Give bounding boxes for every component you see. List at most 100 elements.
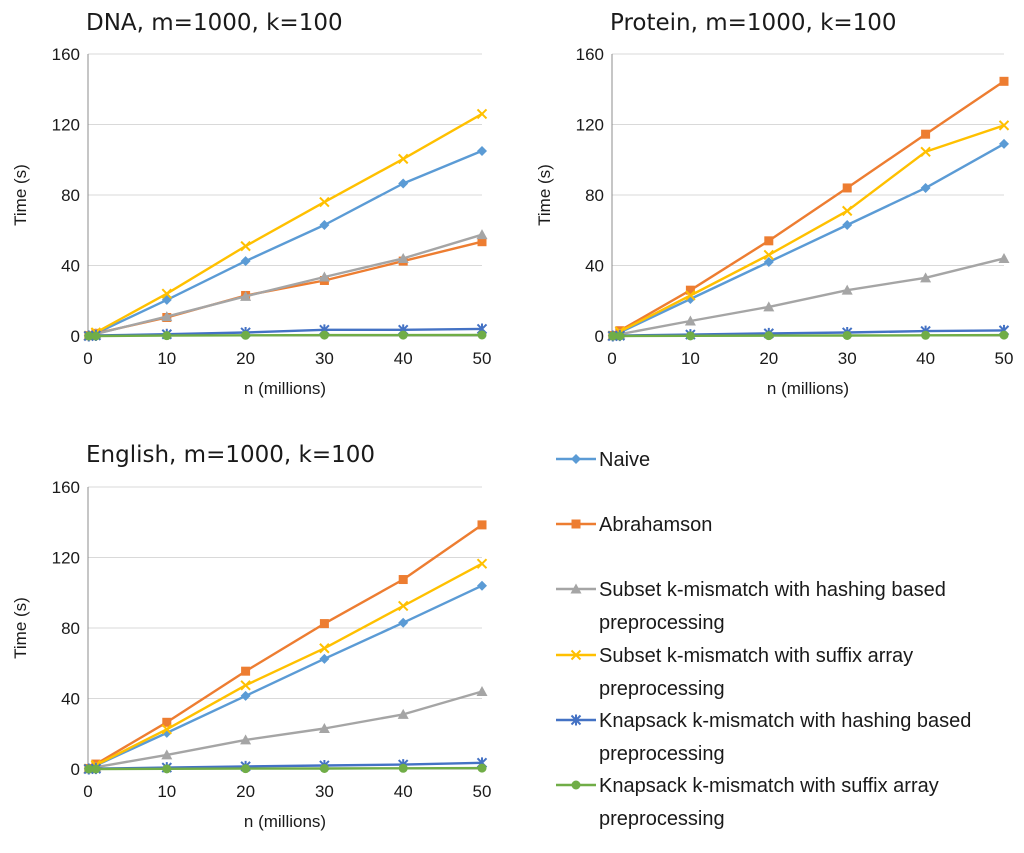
data-point — [842, 219, 853, 230]
data-point — [477, 145, 487, 156]
data-point — [477, 237, 487, 247]
legend-label: preprocessing — [599, 743, 725, 765]
legend-marker — [570, 649, 582, 661]
legend-label: preprocessing — [599, 808, 725, 830]
y-tick-label: 40 — [61, 257, 80, 276]
y-tick-label: 40 — [61, 690, 80, 709]
series-line — [88, 112, 483, 337]
chart-title: Protein, m=1000, k=100 — [610, 10, 897, 36]
legend-label: Abrahamson — [599, 514, 712, 536]
x-tick-label: 20 — [236, 349, 255, 368]
data-point — [240, 290, 252, 301]
data-point — [240, 240, 251, 252]
series-line — [612, 124, 1005, 337]
series-line — [88, 333, 483, 338]
y-tick-label: 80 — [61, 619, 80, 638]
chart-panel-english: English, m=1000, k=100 0 40 80 120 160 0 10 20 30… — [11, 442, 491, 831]
data-point — [84, 764, 94, 774]
x-tick-label: 10 — [157, 782, 176, 801]
data-point — [241, 666, 251, 676]
data-point — [476, 558, 488, 569]
data-point — [920, 182, 931, 193]
x-axis-label: n (millions) — [767, 379, 849, 398]
data-point — [319, 619, 329, 629]
data-point — [398, 617, 409, 628]
legend-marker — [570, 714, 582, 726]
legend-entry-abrahamson: Abrahamson — [556, 514, 712, 536]
legend-label: preprocessing — [599, 612, 725, 634]
series-knapsack-k-mismatch-with-suffix-array-preprocessing — [84, 330, 487, 341]
data-point — [240, 256, 251, 267]
data-point — [685, 331, 695, 341]
legend-label: Naive — [599, 449, 650, 471]
data-point — [319, 653, 330, 664]
series-abrahamson — [608, 76, 1009, 340]
series-subset-k-mismatch-with-hashing-based-preprocessing — [83, 685, 488, 774]
y-tick-label: 80 — [585, 186, 604, 205]
y-tick-label: 0 — [71, 760, 80, 779]
chart-panel-dna: DNA, m=1000, k=100 0 40 80 120 160 0 10 20 30 40 50… — [11, 10, 491, 398]
data-point — [764, 236, 774, 246]
data-point — [476, 108, 488, 120]
y-tick-label: 160 — [52, 45, 80, 64]
series-subset-k-mismatch-with-suffix-array-preprocessing — [83, 108, 488, 341]
series-naive — [83, 145, 487, 341]
series-naive — [83, 580, 487, 774]
legend-label: Subset k-mismatch with suffix array — [599, 645, 913, 667]
data-point — [84, 331, 94, 341]
x-axis-label: n (millions) — [244, 812, 326, 831]
data-point — [920, 146, 931, 158]
data-point — [91, 764, 101, 774]
legend-marker — [571, 454, 581, 464]
data-point — [318, 722, 330, 733]
series-line — [612, 142, 1005, 337]
data-point — [921, 129, 931, 139]
series-subset-k-mismatch-with-suffix-array-preprocessing — [83, 558, 488, 774]
data-point — [921, 330, 931, 340]
x-tick-label: 10 — [681, 349, 700, 368]
legend-label: Knapsack k-mismatch with suffix array — [599, 775, 939, 797]
legend: Naive Abrahamson Subset k-mismatch with ha… — [556, 449, 971, 830]
data-point — [397, 600, 409, 612]
legend-label: Knapsack k-mismatch with hashing based — [599, 710, 971, 732]
data-point — [318, 271, 330, 282]
data-point — [161, 288, 173, 299]
y-tick-label: 120 — [52, 116, 80, 135]
series-knapsack-k-mismatch-with-hashing-based-preprocessing — [83, 323, 488, 342]
series-line — [612, 257, 1005, 337]
x-tick-label: 50 — [473, 782, 492, 801]
data-point — [685, 285, 695, 295]
data-point — [319, 330, 329, 340]
series-knapsack-k-mismatch-with-suffix-array-preprocessing — [608, 330, 1009, 341]
data-point — [685, 290, 696, 301]
y-tick-label: 160 — [52, 478, 80, 497]
data-point — [999, 330, 1009, 340]
data-point — [842, 183, 852, 193]
legend-label: preprocessing — [599, 678, 725, 700]
x-tick-label: 40 — [916, 349, 935, 368]
legend-entry-knapsack-k-mismatch-with-hashing-based-preprocessing: Knapsack k-mismatch with hashing based pr… — [556, 710, 971, 765]
data-point — [161, 311, 173, 322]
legend-entry-subset-k-mismatch-with-suffix-array-preprocessing: Subset k-mismatch with suffix array prepr… — [556, 645, 913, 700]
data-point — [241, 330, 251, 340]
chart-panel-protein: Protein, m=1000, k=100 0 40 80 120 160 0 10 20 30… — [535, 10, 1013, 398]
x-tick-label: 20 — [759, 349, 778, 368]
series-line — [88, 233, 483, 337]
x-tick-label: 50 — [995, 349, 1014, 368]
x-axis-label: n (millions) — [244, 379, 326, 398]
data-point — [240, 680, 251, 691]
y-tick-label: 80 — [61, 186, 80, 205]
legend-marker — [570, 583, 582, 594]
data-point — [161, 724, 173, 735]
series-line — [88, 766, 483, 771]
data-point — [476, 685, 488, 696]
chart-title: English, m=1000, k=100 — [86, 442, 375, 468]
series-subset-k-mismatch-with-hashing-based-preprocessing — [607, 252, 1010, 341]
data-point — [477, 580, 487, 591]
data-point — [477, 330, 487, 340]
series-knapsack-k-mismatch-with-hashing-based-preprocessing — [607, 324, 1010, 342]
data-point — [684, 315, 696, 326]
series-knapsack-k-mismatch-with-suffix-array-preprocessing — [84, 763, 487, 774]
x-tick-label: 0 — [607, 349, 616, 368]
